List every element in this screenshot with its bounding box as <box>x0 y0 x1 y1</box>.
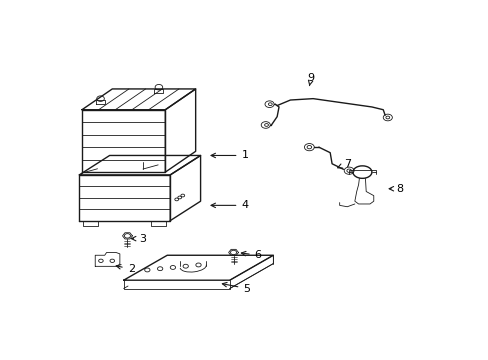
Text: 5: 5 <box>222 282 250 293</box>
Text: 2: 2 <box>116 264 135 274</box>
Text: 9: 9 <box>307 73 314 86</box>
Text: 7: 7 <box>337 159 350 169</box>
Text: 8: 8 <box>388 184 403 194</box>
Text: 4: 4 <box>211 201 248 210</box>
Text: 3: 3 <box>131 234 146 244</box>
Text: 1: 1 <box>211 150 248 161</box>
Text: 6: 6 <box>241 250 261 260</box>
